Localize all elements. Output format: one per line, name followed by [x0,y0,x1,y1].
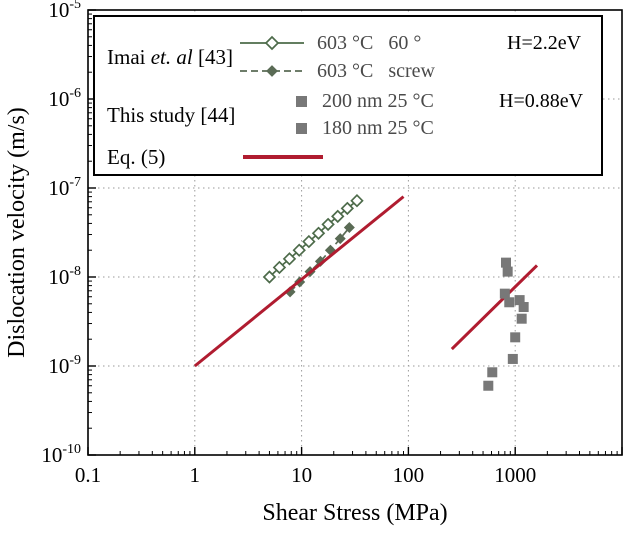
data-point-screw [343,221,355,233]
series-line-s60 [268,200,358,278]
data-point-s60 [302,234,316,249]
data-point-nm180 [483,380,494,391]
x-tick-label: 0.1 [75,463,101,487]
imai-etal-text: et. al [150,45,193,69]
data-point-nm200 [502,266,513,277]
y-axis-title: Dislocation velocity (m/s) [4,107,30,358]
data-point-s60 [292,243,306,257]
data-point-s60 [272,260,287,275]
legend-h-this-study: H=0.88eV [499,90,584,112]
data-point-s60 [350,193,364,208]
data-point-nm200 [500,257,511,268]
imai-ref-text: [43] [192,45,233,69]
plot-frame [87,9,623,456]
x-axis-title: Shear Stress (MPa) [262,500,447,526]
data-point-s60 [311,226,326,240]
legend-screw-diamond [266,65,278,77]
data-point-s60 [321,217,335,232]
data-point-nm180 [516,313,527,324]
y-tick-label: 10-6 [48,86,81,111]
legend-group-eq: Eq. (5) [107,145,166,169]
data-point-s60 [282,252,297,266]
x-tick-label: 100 [393,463,425,487]
legend-entry-200nm-label: 200 nm 25 °C [322,90,434,112]
data-point-nm200 [499,288,510,299]
data-point-nm200 [504,297,515,308]
legend-marker-eq-icon [243,155,323,159]
x-tick-label: 1000 [494,463,536,487]
legend-h-imai: H=2.2eV [507,32,582,54]
data-point-nm200 [518,302,529,313]
data-point-nm180 [507,353,518,364]
x-tick-label: 10 [291,463,312,487]
imai-text: Imai [107,45,151,69]
legend-marker-180nm-icon [296,123,307,134]
y-tick-label: 10-5 [48,0,81,22]
series-line-eq5a [193,195,405,368]
y-tick-label: 10-9 [48,353,81,378]
data-point-s60 [331,209,345,224]
data-point-s60 [340,201,355,216]
y-tick-label: 10-8 [48,264,81,289]
legend: Imai et. al [43] This study [44] Eq. (5)… [93,15,603,176]
legend-marker-200nm-icon [296,96,307,107]
legend-marker-60-icon [240,35,304,51]
legend-group-imai: Imai et. al [43] [107,45,233,69]
legend-entry-60-label: 603 °C 60 ° [317,32,422,54]
legend-entry-screw-label: 603 °C screw [317,60,435,82]
data-point-screw [334,233,346,245]
data-point-nm180 [510,332,521,343]
legend-60-diamond [264,35,280,51]
data-point-s60 [262,270,277,284]
legend-marker-screw-icon [240,65,304,77]
x-tick-label: 1 [190,463,201,487]
legend-group-this-study: This study [44] [107,103,236,127]
legend-entry-180nm-label: 180 nm 25 °C [322,117,434,139]
data-point-nm200 [514,295,525,306]
series-line-eq5b [450,264,539,351]
data-point-nm180 [487,367,498,378]
y-tick-label: 10-7 [48,175,81,200]
y-tick-label: 10-10 [41,442,81,467]
